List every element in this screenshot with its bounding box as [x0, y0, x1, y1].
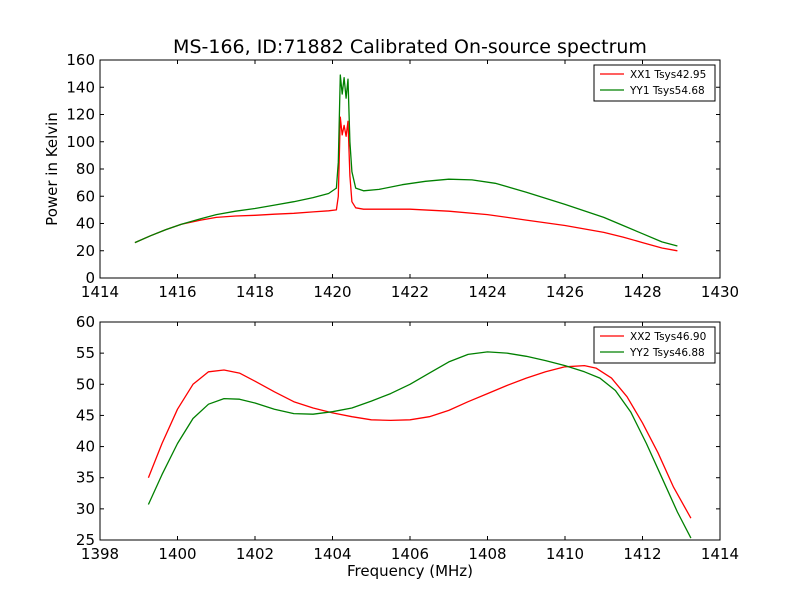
bottom-series-line-xx2	[147, 364, 692, 519]
top-xtick-label-1: 1416	[158, 283, 196, 301]
bottom-ytick-label-4: 45	[76, 406, 95, 424]
bottom-ytick-label-6: 55	[76, 344, 95, 362]
top-ytick-label-5: 100	[66, 133, 95, 151]
bottom-legend-box	[593, 326, 716, 364]
bottom-ytick-label-1: 30	[76, 500, 95, 518]
top-ytick-label-4: 80	[76, 160, 95, 178]
bottom-legend: XX2 Tsys46.90 YY2 Tsys46.88	[593, 326, 716, 364]
top-xtick-label-3: 1420	[313, 283, 351, 301]
top-ytick-label-0: 0	[85, 269, 95, 287]
bottom-ticks: 1398 1400 1402 1404 1406 1408 1410 1412 1414 25 30…	[76, 313, 739, 563]
bottom-series-group	[147, 351, 692, 539]
top-legend: XX1 Tsys42.95 YY1 Tsys54.68	[593, 64, 716, 102]
bottom-xlabel: Frequency (MHz)	[347, 562, 473, 580]
top-ytick-label-2: 40	[76, 215, 95, 233]
top-ytick-label-8: 160	[66, 51, 95, 69]
top-ytick-label-7: 140	[66, 78, 95, 96]
bottom-xtick-label-6: 1410	[546, 545, 584, 563]
top-ticks: 1414 1416 1418 1420 1422 1424 1426 1428 1430 0 20 4…	[66, 51, 739, 301]
bottom-legend-label-xx2: XX2 Tsys46.90	[630, 331, 706, 343]
bottom-series-line-yy2	[147, 351, 692, 539]
top-xtick-label-2: 1418	[236, 283, 274, 301]
bottom-ytick-label-2: 35	[76, 469, 95, 487]
top-xtick-label-0: 1414	[81, 283, 119, 301]
top-subplot: 1414 1416 1418 1420 1422 1424 1426 1428 1430 0 20 4…	[43, 51, 739, 301]
top-xtick-label-6: 1426	[546, 283, 584, 301]
top-ytick-label-3: 60	[76, 187, 95, 205]
bottom-xtick-label-8: 1414	[701, 545, 739, 563]
bottom-xtick-label-3: 1404	[313, 545, 351, 563]
top-series-line-xx1	[134, 116, 678, 252]
bottom-xtick-label-7: 1412	[623, 545, 661, 563]
bottom-ytick-label-7: 60	[76, 313, 95, 331]
bottom-xtick-label-2: 1402	[236, 545, 274, 563]
top-xtick-label-7: 1428	[623, 283, 661, 301]
top-ytick-label-6: 120	[66, 106, 95, 124]
top-legend-label-xx1: XX1 Tsys42.95	[630, 69, 706, 81]
bottom-subplot: 1398 1400 1402 1404 1406 1408 1410 1412 1414 25 30…	[76, 313, 739, 580]
bottom-xtick-label-1: 1400	[158, 545, 196, 563]
top-legend-box	[593, 64, 716, 102]
bottom-ytick-label-5: 50	[76, 375, 95, 393]
bottom-xtick-label-5: 1408	[468, 545, 506, 563]
bottom-xtick-label-4: 1406	[391, 545, 429, 563]
bottom-legend-label-yy2: YY2 Tsys46.88	[629, 347, 705, 359]
top-xtick-label-8: 1430	[701, 283, 739, 301]
top-xtick-label-4: 1422	[391, 283, 429, 301]
bottom-xtick-label-0: 1398	[81, 545, 119, 563]
top-legend-label-yy1: YY1 Tsys54.68	[629, 85, 705, 97]
figure-title: MS-166, ID:71882 Calibrated On-source sp…	[173, 36, 647, 58]
top-ylabel: Power in Kelvin	[43, 112, 61, 226]
top-xtick-label-5: 1424	[468, 283, 506, 301]
top-series-line-yy1	[134, 74, 678, 247]
bottom-ytick-label-3: 40	[76, 438, 95, 456]
top-ytick-label-1: 20	[76, 242, 95, 260]
bottom-ytick-label-0: 25	[76, 531, 95, 549]
top-series-group	[134, 74, 678, 252]
